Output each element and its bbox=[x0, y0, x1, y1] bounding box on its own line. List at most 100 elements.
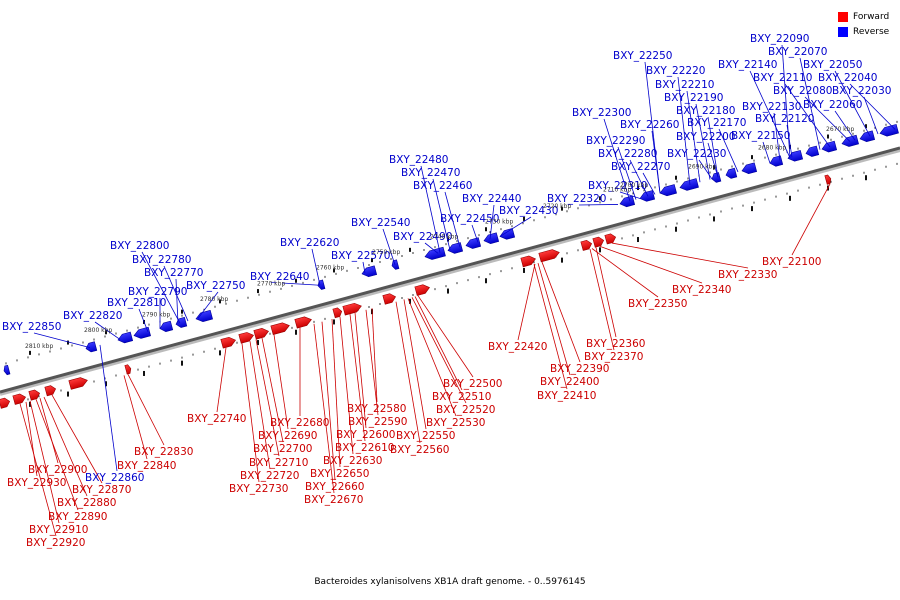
reverse-gene-label: BXY_22310 bbox=[588, 180, 647, 192]
forward-gene-label: BXY_22550 bbox=[396, 430, 455, 442]
forward-leader-line bbox=[25, 401, 38, 477]
reverse-gene-arrow bbox=[159, 320, 174, 333]
forward-gene-label: BXY_22510 bbox=[432, 391, 491, 403]
reverse-gene-label: BXY_22790 bbox=[128, 286, 187, 298]
forward-leader-line bbox=[321, 321, 336, 481]
forward-leader-line bbox=[29, 400, 60, 524]
forward-leader-line bbox=[599, 245, 703, 284]
forward-gene-label: BXY_22590 bbox=[348, 416, 407, 428]
forward-gene-label: BXY_22670 bbox=[304, 494, 363, 506]
forward-gene-label: BXY_22700 bbox=[253, 443, 312, 455]
reverse-gene-label: BXY_22860 bbox=[85, 472, 144, 484]
reverse-gene-label: BXY_22080 bbox=[773, 85, 832, 97]
reverse-gene-label: BXY_22190 bbox=[664, 92, 723, 104]
axis-tick-label: 2750 kbp bbox=[372, 249, 400, 256]
reverse-leader-line bbox=[489, 204, 495, 240]
forward-leader-line bbox=[216, 347, 227, 413]
axis-tick-label: 2770 kbp bbox=[257, 280, 285, 287]
forward-gene-label: BXY_22720 bbox=[240, 470, 299, 482]
reverse-gene-label: BXY_22450 bbox=[440, 213, 499, 225]
reverse-gene-label: BXY_22260 bbox=[620, 119, 679, 131]
forward-gene-label: BXY_22580 bbox=[347, 403, 406, 415]
forward-gene-label: BXY_22400 bbox=[540, 376, 599, 388]
forward-gene-arrow bbox=[253, 328, 269, 340]
axis-tick-label: 2710 kbp bbox=[603, 187, 631, 194]
forward-gene-label: BXY_22350 bbox=[628, 298, 687, 310]
forward-gene-label: BXY_22660 bbox=[305, 481, 364, 493]
forward-leader-line bbox=[127, 374, 165, 446]
forward-gene-arrow bbox=[68, 377, 88, 390]
reverse-gene-arrow bbox=[175, 316, 188, 328]
forward-gene-arrow bbox=[520, 255, 536, 268]
reverse-leader-line bbox=[197, 291, 219, 319]
reverse-gene-arrow bbox=[725, 167, 738, 179]
reverse-leader-line bbox=[642, 172, 656, 195]
forward-gene-label: BXY_22390 bbox=[550, 363, 609, 375]
forward-gene-label: BXY_22340 bbox=[672, 284, 731, 296]
reverse-gene-label: BXY_22810 bbox=[107, 297, 166, 309]
forward-gene-label: BXY_22360 bbox=[586, 338, 645, 350]
reverse-leader-line bbox=[471, 224, 479, 243]
reverse-gene-label: BXY_22290 bbox=[586, 135, 645, 147]
forward-leader-line bbox=[411, 297, 467, 404]
reverse-gene-arrow bbox=[447, 242, 464, 254]
forward-leader-line bbox=[313, 323, 335, 494]
forward-gene-label: BXY_22690 bbox=[258, 430, 317, 442]
reverse-gene-label: BXY_22430 bbox=[499, 205, 558, 217]
forward-leader-line bbox=[533, 264, 568, 390]
reverse-gene-arrow bbox=[619, 195, 636, 208]
forward-leader-line bbox=[595, 247, 617, 338]
reverse-gene-arrow bbox=[361, 265, 378, 278]
reverse-leader-line bbox=[311, 248, 321, 286]
reverse-gene-arrow bbox=[805, 145, 820, 157]
forward-gene-arrow bbox=[44, 385, 57, 397]
reverse-leader-line bbox=[718, 128, 739, 173]
axis-tick-label: 2780 kbp bbox=[200, 296, 228, 303]
axis-tick-label: 2790 kbp bbox=[142, 312, 170, 319]
reverse-gene-label: BXY_22150 bbox=[731, 130, 790, 142]
forward-gene-label: BXY_22880 bbox=[57, 497, 116, 509]
reverse-leader-line bbox=[849, 83, 896, 130]
forward-leader-line bbox=[611, 242, 749, 269]
forward-leader-line bbox=[417, 295, 474, 378]
reverse-leader-line bbox=[94, 321, 121, 340]
reverse-gene-label: BXY_22540 bbox=[351, 217, 410, 229]
forward-leader-line bbox=[395, 301, 421, 444]
axis-tick-label: 2730 kbp bbox=[485, 219, 513, 226]
forward-gene-arrow bbox=[604, 233, 617, 245]
forward-gene-label: BXY_22830 bbox=[134, 446, 193, 458]
axis-tick-label: 2740 kbp bbox=[430, 233, 458, 240]
legend-reverse-label: Reverse bbox=[853, 26, 890, 37]
axis-tick-label: 2700 kbp bbox=[620, 182, 648, 189]
reverse-leader-line bbox=[578, 204, 619, 206]
forward-leader-line bbox=[43, 396, 88, 497]
forward-gene-arrow bbox=[270, 322, 290, 335]
forward-gene-label: BXY_22910 bbox=[29, 524, 88, 536]
axis-tick-label: 2680 kbp bbox=[758, 144, 786, 151]
forward-gene-arrow bbox=[538, 249, 560, 263]
forward-leader-line bbox=[255, 339, 280, 457]
reverse-gene-arrow bbox=[133, 326, 151, 339]
reverse-gene-label: BXY_22140 bbox=[718, 59, 777, 71]
forward-gene-arrow bbox=[124, 364, 132, 375]
forward-gene-label: BXY_22930 bbox=[7, 477, 66, 489]
forward-gene-arrow bbox=[580, 239, 593, 251]
reverse-leader-line bbox=[677, 76, 691, 185]
axis-tick-label: 2670 kbp bbox=[826, 126, 854, 133]
reverse-gene-label: BXY_22770 bbox=[144, 267, 203, 279]
reverse-leader-line bbox=[444, 191, 461, 248]
reverse-gene-arrow bbox=[465, 237, 482, 249]
reverse-gene-label: BXY_22030 bbox=[832, 85, 891, 97]
reverse-gene-label: BXY_22040 bbox=[818, 72, 877, 84]
forward-leader-line bbox=[339, 316, 354, 455]
legend-forward-label: Forward bbox=[853, 11, 890, 22]
reverse-gene-label: BXY_22440 bbox=[462, 193, 521, 205]
reverse-gene-label: BXY_22220 bbox=[646, 65, 705, 77]
forward-gene-arrow bbox=[592, 236, 605, 248]
reverse-gene-label: BXY_22780 bbox=[132, 254, 191, 266]
axis-shadow bbox=[0, 148, 900, 396]
forward-leader-line bbox=[365, 309, 379, 416]
forward-gene-label: BXY_22630 bbox=[323, 455, 382, 467]
